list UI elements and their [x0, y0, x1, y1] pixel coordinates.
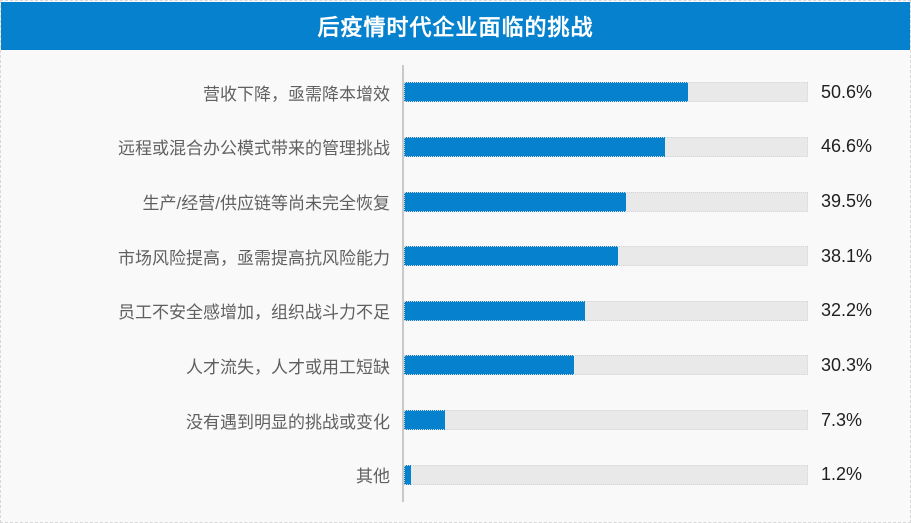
bar-fill [404, 82, 688, 103]
bar-track [404, 246, 808, 267]
bar-track [404, 82, 808, 103]
chart-row: 远程或混合办公模式带来的管理挑战 46.6% [1, 120, 910, 175]
chart-row: 市场风险提高，亟需提高抗风险能力 38.1% [1, 229, 910, 284]
bar-fill [404, 191, 626, 212]
bar-track [404, 410, 808, 431]
y-axis-line [402, 65, 404, 502]
chart-row: 员工不安全感增加，组织战斗力不足 32.2% [1, 284, 910, 339]
bar-fill [404, 410, 445, 431]
chart-row: 营收下降，亟需降本增效 50.6% [1, 65, 910, 120]
bar-track [404, 136, 808, 157]
bar-fill [404, 246, 618, 267]
value-label: 1.2% [821, 464, 863, 485]
value-label: 46.6% [821, 136, 873, 157]
chart-title: 后疫情时代企业面临的挑战 [317, 15, 594, 40]
bar-fill [404, 300, 585, 321]
category-label: 没有遇到明显的挑战或变化 [186, 412, 390, 432]
category-label: 人才流失，人才或用工短缺 [186, 357, 390, 377]
chart-row: 人才流失，人才或用工短缺 30.3% [1, 338, 910, 393]
value-label: 39.5% [821, 191, 873, 212]
value-label: 30.3% [821, 354, 873, 375]
category-label: 市场风险提高，亟需提高抗风险能力 [118, 248, 390, 268]
category-label: 营收下降，亟需降本增效 [203, 84, 390, 104]
bar-chart: 营收下降，亟需降本增效 50.6% 远程或混合办公模式带来的管理挑战 46.6%… [1, 65, 910, 502]
bar-track [404, 355, 808, 376]
chart-row: 生产/经营/供应链等尚未完全恢复 39.5% [1, 174, 910, 229]
value-label: 50.6% [821, 81, 873, 102]
category-label: 生产/经营/供应链等尚未完全恢复 [142, 194, 390, 214]
value-label: 7.3% [821, 409, 863, 430]
bar-track [404, 464, 808, 485]
bar-fill [404, 136, 666, 157]
bar-fill [404, 355, 574, 376]
value-label: 32.2% [821, 300, 873, 321]
bar-fill [404, 464, 411, 485]
bar-track [404, 300, 808, 321]
category-label: 其他 [356, 467, 390, 487]
bar-track [404, 191, 808, 212]
chart-row: 其他 1.2% [1, 447, 910, 502]
value-label: 38.1% [821, 245, 873, 266]
category-label: 远程或混合办公模式带来的管理挑战 [118, 139, 390, 159]
chart-row: 没有遇到明显的挑战或变化 7.3% [1, 393, 910, 448]
chart-header: 后疫情时代企业面临的挑战 [1, 2, 910, 50]
category-label: 员工不安全感增加，组织战斗力不足 [118, 303, 390, 323]
chart-rows: 营收下降，亟需降本增效 50.6% 远程或混合办公模式带来的管理挑战 46.6%… [1, 65, 910, 502]
